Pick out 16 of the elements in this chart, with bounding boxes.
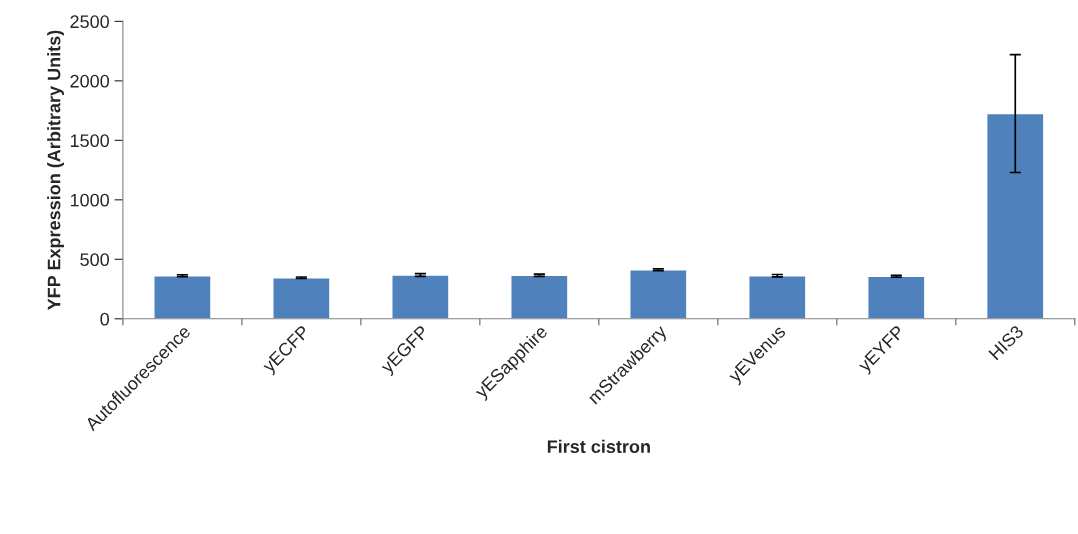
y-tick-label: 500 — [80, 253, 109, 267]
x-axis-title: First cistron — [547, 439, 650, 454]
bar — [748, 275, 807, 319]
bar — [629, 269, 688, 319]
bar — [510, 274, 569, 319]
bar — [391, 274, 450, 319]
y-tick-label: 1000 — [70, 193, 109, 207]
y-tick-label: 0 — [100, 312, 109, 326]
bar — [272, 277, 331, 319]
bar — [867, 275, 926, 319]
bar — [153, 275, 212, 319]
y-tick-label: 1500 — [70, 134, 109, 148]
bar — [986, 112, 1045, 319]
y-tick-label: 2000 — [70, 74, 109, 88]
y-axis-title: YFP Expression (Arbitrary Units) — [47, 30, 64, 311]
y-tick-label: 2500 — [70, 15, 109, 29]
